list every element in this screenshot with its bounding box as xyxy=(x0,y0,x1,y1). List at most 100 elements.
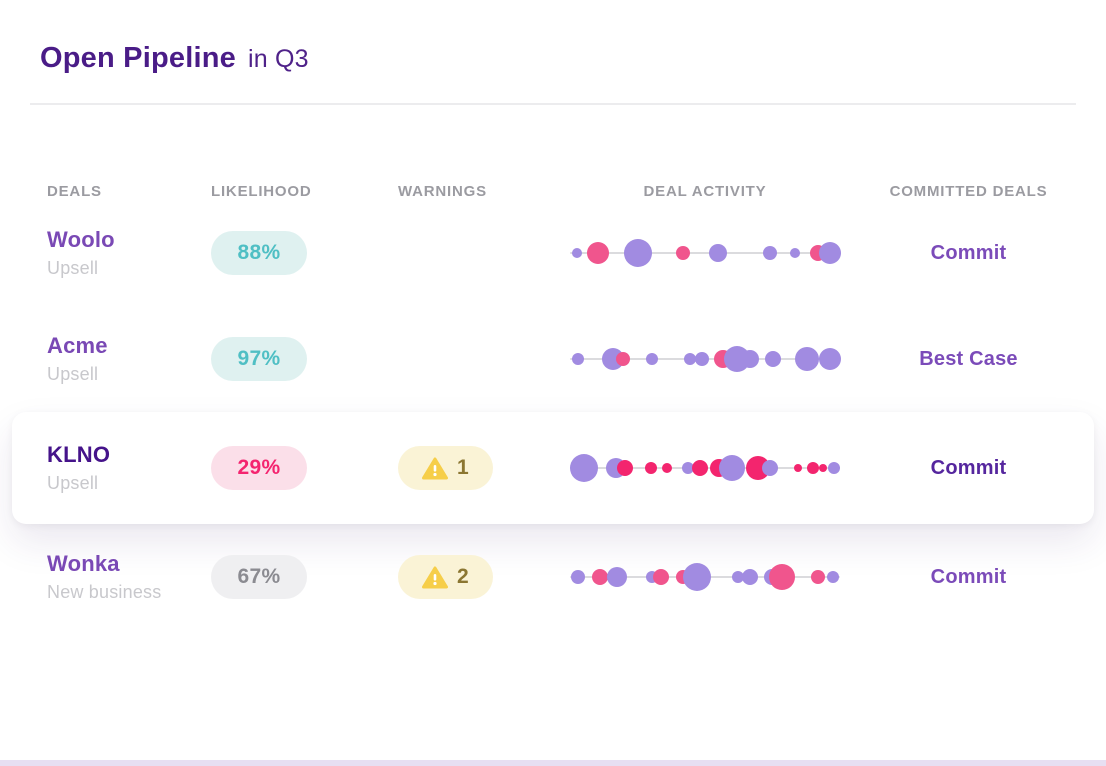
deal-type: Upsell xyxy=(47,473,99,493)
activity-dot xyxy=(742,569,758,585)
likelihood-cell: 29% xyxy=(211,446,398,490)
warning-badge: 1 xyxy=(398,446,493,490)
deal-cell: KLNO Upsell xyxy=(47,442,211,494)
column-header-deal-activity: DEAL ACTIVITY xyxy=(643,183,767,200)
warning-triangle-icon xyxy=(422,566,448,588)
activity-dot xyxy=(819,348,841,370)
page-title-main: Open Pipeline xyxy=(40,42,236,74)
activity-dot xyxy=(692,460,708,476)
activity-dot xyxy=(646,353,658,365)
likelihood-cell: 67% xyxy=(211,555,398,599)
deal-row-acme[interactable]: Acme Upsell 97% Best xyxy=(47,306,1060,412)
warning-count: 2 xyxy=(457,565,469,588)
activity-dot xyxy=(811,570,825,584)
activity-dot xyxy=(827,571,839,583)
activity-dot xyxy=(570,454,598,482)
likelihood-badge: 88% xyxy=(211,231,307,275)
activity-dot xyxy=(769,564,795,590)
activity-dot xyxy=(676,246,690,260)
activity-dot xyxy=(571,570,585,584)
activity-dot xyxy=(695,352,709,366)
activity-dot xyxy=(653,569,669,585)
deal-type: New business xyxy=(47,582,162,602)
activity-dot xyxy=(684,353,696,365)
activity-dot xyxy=(709,244,727,262)
deal-activity-cell xyxy=(570,336,877,382)
deal-activity-cell xyxy=(570,230,877,276)
activity-dot xyxy=(572,248,582,258)
likelihood-badge: 67% xyxy=(211,555,307,599)
warning-triangle-icon xyxy=(422,457,448,479)
activity-dot xyxy=(762,460,778,476)
warnings-cell: 2 xyxy=(398,555,570,599)
column-header-warnings: WARNINGS xyxy=(398,183,487,200)
page-title-period: in Q3 xyxy=(247,45,309,73)
deal-activity-cell xyxy=(570,445,877,491)
activity-dot xyxy=(763,246,777,260)
activity-dot xyxy=(819,242,841,264)
deal-name: Acme xyxy=(47,333,108,358)
activity-dot xyxy=(572,353,584,365)
activity-dot xyxy=(790,248,800,258)
activity-dot xyxy=(828,462,840,474)
activity-dot xyxy=(795,347,819,371)
pipeline-table: DEALS LIKELIHOOD WARNINGS DEAL ACTIVITY … xyxy=(0,183,1106,630)
page-title: Open Pipeline in Q3 xyxy=(40,42,1106,75)
committed-cell: Best Case xyxy=(877,348,1060,371)
activity-dot xyxy=(645,462,657,474)
deal-name: Woolo xyxy=(47,227,115,252)
column-header-committed-deals: COMMITTED DEALS xyxy=(889,183,1048,200)
warning-badge: 2 xyxy=(398,555,493,599)
bottom-accent-bar xyxy=(0,760,1106,766)
committed-status-label: Best Case xyxy=(919,347,1018,370)
activity-dot xyxy=(592,569,608,585)
activity-dot xyxy=(741,350,759,368)
activity-dot xyxy=(819,464,827,472)
deal-row-wonka[interactable]: Wonka New business 67% 2 xyxy=(47,524,1060,630)
warnings-cell xyxy=(398,337,570,381)
deal-name: KLNO xyxy=(47,442,111,467)
table-header-row: DEALS LIKELIHOOD WARNINGS DEAL ACTIVITY … xyxy=(47,183,1060,200)
likelihood-badge: 97% xyxy=(211,337,307,381)
likelihood-cell: 97% xyxy=(211,337,398,381)
activity-dot xyxy=(807,462,819,474)
committed-cell: Commit xyxy=(877,457,1060,480)
activity-dot xyxy=(682,462,694,474)
deal-type: Upsell xyxy=(47,258,99,278)
activity-dot xyxy=(624,239,652,267)
deal-row-klno-highlighted[interactable]: KLNO Upsell 29% 1 Comm xyxy=(12,412,1094,524)
deal-cell: Woolo Upsell xyxy=(47,227,211,279)
committed-cell: Commit xyxy=(877,242,1060,265)
page-header: Open Pipeline in Q3 xyxy=(0,0,1106,75)
deal-type: Upsell xyxy=(47,364,99,384)
column-header-likelihood: LIKELIHOOD xyxy=(211,183,312,200)
activity-dot xyxy=(683,563,711,591)
column-header-deals: DEALS xyxy=(47,183,102,200)
activity-dot xyxy=(617,460,633,476)
committed-cell: Commit xyxy=(877,566,1060,589)
deal-name: Wonka xyxy=(47,551,120,576)
deal-activity-cell xyxy=(570,554,877,600)
activity-dot xyxy=(794,464,802,472)
activity-dot xyxy=(662,463,672,473)
deal-cell: Wonka New business xyxy=(47,551,211,603)
activity-dot xyxy=(616,352,630,366)
deal-activity-dot-plot xyxy=(570,554,840,600)
activity-dot xyxy=(607,567,627,587)
committed-status-label: Commit xyxy=(930,456,1007,479)
likelihood-badge: 29% xyxy=(211,446,307,490)
deal-activity-dot-plot xyxy=(570,230,841,276)
deal-row-woolo[interactable]: Woolo Upsell 88% Comm xyxy=(47,200,1060,306)
warnings-cell xyxy=(398,231,570,275)
committed-status-label: Commit xyxy=(930,241,1007,264)
deal-activity-dot-plot xyxy=(570,445,840,491)
deal-activity-dot-plot xyxy=(570,336,841,382)
warning-count: 1 xyxy=(457,456,469,479)
activity-dot xyxy=(587,242,609,264)
activity-dot xyxy=(732,571,744,583)
warnings-cell: 1 xyxy=(398,446,570,490)
header-divider xyxy=(30,103,1076,105)
likelihood-cell: 88% xyxy=(211,231,398,275)
activity-dot xyxy=(765,351,781,367)
